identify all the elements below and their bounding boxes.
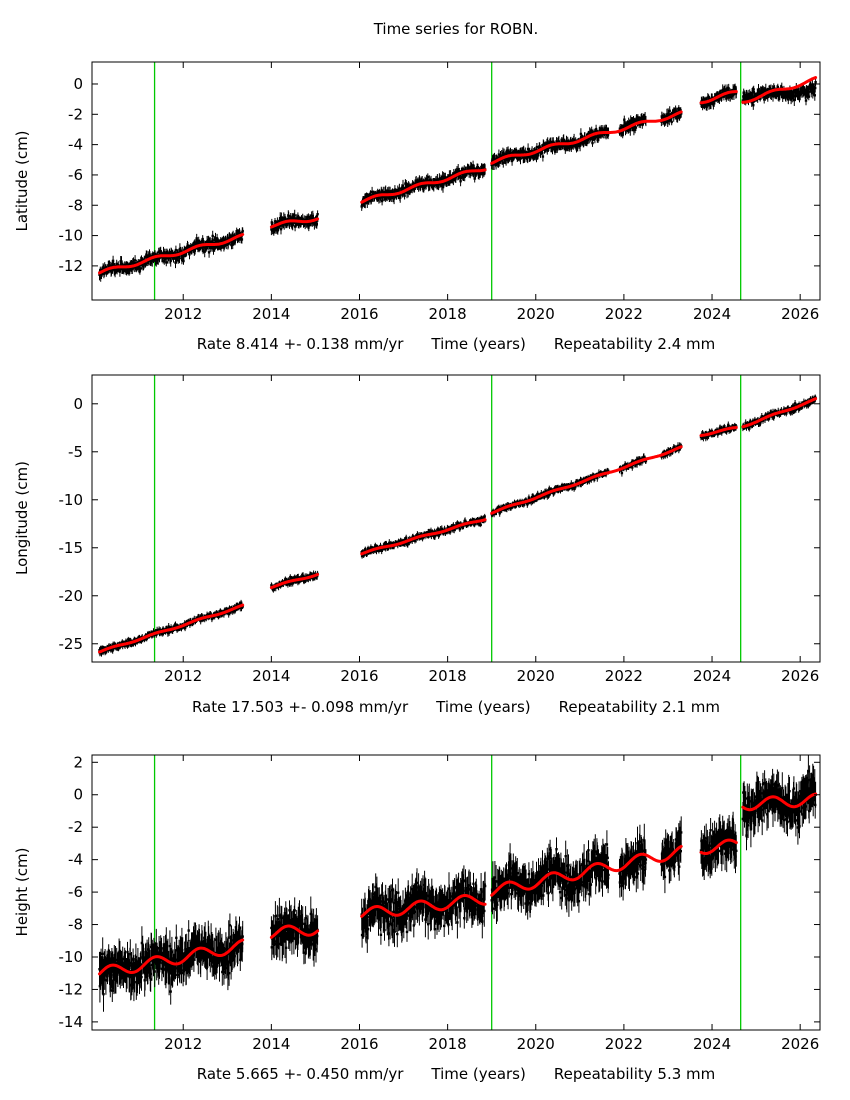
y-tick-label: -10 [59, 491, 84, 509]
trend-line [699, 90, 738, 105]
x-tick-label: 2014 [252, 1035, 290, 1053]
repeatability-label-latitude: Repeatability 2.4 mm [553, 335, 716, 353]
x-tick-label: 2014 [252, 305, 290, 323]
x-tick-label: 2018 [429, 1035, 467, 1053]
trend-line [269, 924, 320, 939]
trend-line [98, 233, 245, 275]
trend-line [490, 445, 683, 515]
axis-ticks [92, 755, 820, 1030]
x-tick-label: 2024 [693, 305, 731, 323]
x-tick-label: 2016 [340, 667, 378, 685]
y-tick-label: 0 [73, 395, 83, 413]
x-tick-label: 2022 [605, 305, 643, 323]
x-tick-label: 2018 [429, 305, 467, 323]
plot-title: Time series for ROBN. [373, 20, 539, 38]
axis-ticks [92, 62, 820, 300]
trend-line [360, 168, 487, 204]
y-tick-label: -4 [68, 136, 83, 154]
trend-line [269, 217, 320, 229]
footer-latitude: Rate 8.414 +- 0.138 mm/yr Time (years) R… [92, 335, 820, 353]
trend-line [98, 938, 245, 976]
y-tick-label: -10 [59, 948, 84, 966]
x-tick-label: 2012 [164, 667, 202, 685]
y-tick-label: 2 [73, 753, 83, 771]
plot-border [91, 374, 821, 663]
panel-2: 2012 2014 2016 2018 2020 2022 2024 2026 0 -5 -10 -1… [59, 374, 821, 685]
plot-border [91, 61, 821, 301]
x-tick-label: 2020 [517, 305, 555, 323]
y-tick-label: -12 [59, 980, 84, 998]
x-tick-label: 2026 [781, 305, 819, 323]
panel-1: 2012 2014 2016 2018 2020 2022 2024 2026 0 -2 -4 -6 -… [59, 61, 821, 323]
trend-line [741, 397, 818, 429]
y-tick-label: -4 [68, 851, 83, 869]
footer-longitude: Rate 17.503 +- 0.098 mm/yr Time (years) … [92, 698, 820, 716]
x-tick-label: 2022 [605, 1035, 643, 1053]
x-tick-label: 2022 [605, 667, 643, 685]
x-tick-label: 2012 [164, 1035, 202, 1053]
x-tick-label: 2020 [517, 1035, 555, 1053]
y-tick-label: -20 [59, 587, 84, 605]
data-points [98, 770, 817, 996]
y-tick-label: -5 [68, 443, 83, 461]
y-tick-label: -6 [68, 883, 83, 901]
data-points [98, 81, 817, 279]
y-tick-label: -25 [59, 635, 84, 653]
trend-line [269, 573, 320, 590]
x-tick-label: 2024 [693, 667, 731, 685]
trend-line [490, 110, 683, 165]
rate-label-height: Rate 5.665 +- 0.450 mm/yr [196, 1065, 404, 1083]
panel-3: 2012 2014 2016 2018 2020 2022 2024 2026 2 0 -2 -4 -6… [59, 753, 821, 1053]
axis-ticks [92, 375, 820, 662]
y-tick-label: -10 [59, 227, 84, 245]
y-tick-label: 0 [73, 75, 83, 93]
x-tick-label: 2014 [252, 667, 290, 685]
x-axis-label-height: Time (years) [431, 1065, 526, 1083]
error-bars [99, 78, 817, 282]
x-axis-label-longitude: Time (years) [436, 698, 531, 716]
x-tick-label: 2012 [164, 305, 202, 323]
error-bars [99, 755, 817, 1012]
repeatability-label-height: Repeatability 5.3 mm [553, 1065, 716, 1083]
x-tick-label: 2020 [517, 667, 555, 685]
y-tick-label: -2 [68, 818, 83, 836]
trend-line [741, 792, 818, 812]
y-axis-label-height: Height (cm) [13, 847, 31, 937]
y-tick-label: -14 [59, 1013, 84, 1031]
footer-height: Rate 5.665 +- 0.450 mm/yr Time (years) R… [92, 1065, 820, 1083]
x-tick-label: 2026 [781, 667, 819, 685]
repeatability-label-longitude: Repeatability 2.1 mm [558, 698, 721, 716]
x-axis-label-latitude: Time (years) [431, 335, 526, 353]
y-tick-label: -8 [68, 196, 83, 214]
rate-label-latitude: Rate 8.414 +- 0.138 mm/yr [196, 335, 404, 353]
y-tick-label: -12 [59, 257, 84, 275]
trend-line [699, 426, 738, 438]
trend-line [360, 894, 487, 918]
trend-line [360, 518, 487, 556]
x-tick-label: 2018 [429, 667, 467, 685]
x-tick-label: 2026 [781, 1035, 819, 1053]
y-tick-label: 0 [73, 786, 83, 804]
x-tick-label: 2024 [693, 1035, 731, 1053]
trend-line [490, 844, 683, 897]
rate-label-longitude: Rate 17.503 +- 0.098 mm/yr [191, 698, 409, 716]
trend-line [699, 838, 738, 855]
trend-line [741, 76, 818, 104]
y-tick-label: -6 [68, 166, 83, 184]
x-tick-label: 2016 [340, 1035, 378, 1053]
y-axis-label-longitude: Longitude (cm) [13, 461, 31, 575]
y-tick-label: -15 [59, 539, 84, 557]
trend-line [98, 603, 245, 654]
y-tick-label: -8 [68, 916, 83, 934]
y-axis-label-latitude: Latitude (cm) [13, 130, 31, 232]
y-tick-label: -2 [68, 105, 83, 123]
x-tick-label: 2016 [340, 305, 378, 323]
